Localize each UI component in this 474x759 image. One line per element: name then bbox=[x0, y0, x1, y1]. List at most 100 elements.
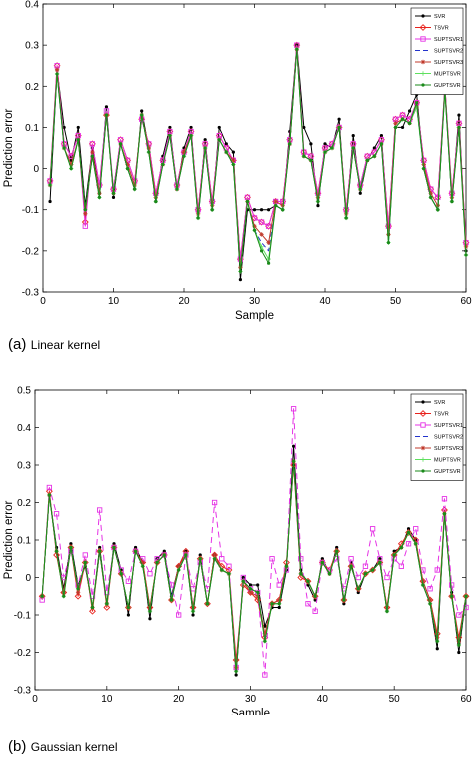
chart-a-data-point bbox=[118, 142, 123, 146]
chart-a-data-point bbox=[62, 125, 66, 130]
chart-a-data-point bbox=[168, 134, 172, 138]
chart-b-data-point bbox=[147, 571, 153, 577]
chart-b-data-point bbox=[96, 507, 103, 513]
chart-a-x-tick-label: 60 bbox=[460, 296, 472, 307]
chart-a-data-point bbox=[140, 113, 144, 117]
chart-b-data-point bbox=[335, 545, 339, 550]
chart-b-data-point bbox=[176, 564, 181, 569]
chart-b-data-point bbox=[212, 552, 217, 558]
chart-b-data-point bbox=[269, 556, 275, 562]
chart-b-data-point bbox=[369, 566, 377, 574]
chart-b-data-point bbox=[457, 650, 461, 655]
chart-b-data-point bbox=[112, 542, 116, 546]
chart-b-data-point bbox=[378, 557, 382, 561]
chart-a-legend-marker bbox=[420, 59, 426, 65]
chart-a-data-point bbox=[181, 149, 187, 155]
chart-b-data-point bbox=[69, 542, 73, 546]
chart-b-data-point bbox=[450, 594, 454, 598]
chart-a-x-tick-label: 10 bbox=[108, 296, 120, 307]
caption-letter: (a) bbox=[8, 336, 27, 353]
chart-b-data-point bbox=[369, 526, 376, 532]
chart-a-data-point bbox=[464, 253, 468, 257]
chart-a-data-point bbox=[146, 145, 151, 151]
chart-a-series-6 bbox=[48, 47, 468, 274]
chart-b-data-point bbox=[421, 583, 425, 587]
chart-b-data-point bbox=[399, 545, 403, 550]
chart-a-data-point bbox=[48, 199, 52, 204]
chart-b-data-point bbox=[247, 589, 254, 596]
chart-a-data-point bbox=[231, 162, 235, 167]
chart-a-data-point bbox=[316, 204, 320, 208]
chart-b-data-point bbox=[398, 563, 404, 569]
chart-a-data-point bbox=[245, 199, 250, 204]
chart-b-data-point bbox=[47, 493, 51, 497]
chart-b-x-tick-label: 0 bbox=[32, 694, 38, 705]
chart-b-data-point bbox=[62, 594, 66, 598]
chart-a-data-point bbox=[175, 187, 179, 191]
chart-a-data-point bbox=[408, 109, 412, 113]
chart-b-data-point bbox=[147, 605, 153, 610]
chart-b-data-point bbox=[313, 594, 317, 598]
chart-a-data-point bbox=[54, 67, 60, 73]
chart-b-data-point bbox=[456, 612, 462, 618]
chart-a-y-tick-label: -0.1 bbox=[22, 205, 40, 216]
chart-a-data-point bbox=[224, 150, 228, 154]
chart-b-data-point bbox=[306, 583, 310, 587]
chart-b-data-point bbox=[198, 557, 202, 561]
chart-a-legend-marker bbox=[419, 24, 427, 31]
chart-b-data-point bbox=[176, 612, 182, 618]
chart-b-data-point bbox=[284, 564, 289, 568]
chart-gaussian-kernel: 0 10 20 30 40 50 60 -0.3 -0.2 -0.1 0 0.1 0.2 0.3 0.4 0.… bbox=[0, 380, 474, 721]
chart-b-data-point bbox=[155, 560, 159, 565]
chart-a-y-tick-label: 0 bbox=[33, 164, 39, 175]
chart-b-data-point bbox=[406, 530, 411, 535]
chart-b-legend-marker bbox=[420, 422, 426, 428]
chart-a-data-point bbox=[217, 125, 221, 130]
chart-b-data-point bbox=[162, 553, 166, 557]
chart-b-y-tick-label: 0 bbox=[25, 573, 31, 584]
chart-b-y-tick-label: 0.5 bbox=[17, 386, 31, 397]
chart-b-data-point bbox=[234, 673, 238, 677]
chart-b-data-point bbox=[292, 459, 296, 463]
chart-a-data-point bbox=[217, 138, 221, 142]
chart-a-y-tick-label: -0.3 bbox=[22, 288, 40, 299]
chart-a-data-point bbox=[330, 146, 334, 150]
chart-a-data-point bbox=[302, 154, 306, 158]
chart-b-data-point bbox=[124, 604, 132, 611]
chart-b-data-point bbox=[362, 563, 369, 569]
chart-a-plot-area bbox=[42, 3, 467, 293]
chart-b-data-point bbox=[148, 609, 152, 613]
chart-b-legend-label: SUPTSVR1 bbox=[434, 423, 463, 429]
chart-a-data-point bbox=[358, 191, 362, 195]
chart-b-data-point bbox=[256, 583, 260, 587]
chart-a-data-point bbox=[69, 166, 73, 171]
chart-b-data-point bbox=[297, 574, 305, 581]
chart-a-data-point bbox=[422, 166, 426, 171]
chart-b-data-point bbox=[276, 582, 282, 588]
chart-a-data-point bbox=[252, 223, 257, 229]
chart-a-y-tick-label: 0.3 bbox=[25, 41, 39, 52]
chart-b-data-point bbox=[299, 572, 303, 576]
chart-b-data-point bbox=[141, 564, 145, 568]
chart-b-data-point bbox=[414, 542, 418, 546]
chart-b-data-point bbox=[327, 572, 332, 576]
chart-a-data-point bbox=[147, 150, 151, 154]
chart-a-data-point bbox=[76, 138, 80, 142]
chart-b-data-point bbox=[457, 643, 461, 647]
chart-b-data-point bbox=[384, 574, 390, 581]
chart-linear-kernel: 0 10 20 30 40 50 60 -0.3 -0.2 -0.1 0 0.1 0.2 0.3 0.4 Sa… bbox=[0, 0, 474, 335]
chart-b-y-tick-label: 0.3 bbox=[17, 461, 31, 472]
chart-b-data-point bbox=[125, 578, 132, 584]
chart-a-data-point bbox=[267, 208, 271, 212]
chart-a-data-point bbox=[104, 113, 109, 117]
chart-a-legend-label: SUPTSVR3 bbox=[434, 60, 463, 66]
chart-a-legend-label: SUPTSVR2 bbox=[434, 49, 463, 55]
chart-a-data-point bbox=[273, 199, 278, 204]
chart-b-data-point bbox=[162, 549, 166, 553]
chart-b-data-point bbox=[435, 647, 439, 651]
chart-a-legend-marker bbox=[420, 36, 426, 42]
chart-a-legend bbox=[410, 7, 464, 95]
chart-a-data-point bbox=[90, 149, 95, 155]
chart-b-data-point bbox=[74, 592, 82, 600]
chart-a-data-point bbox=[344, 216, 348, 220]
